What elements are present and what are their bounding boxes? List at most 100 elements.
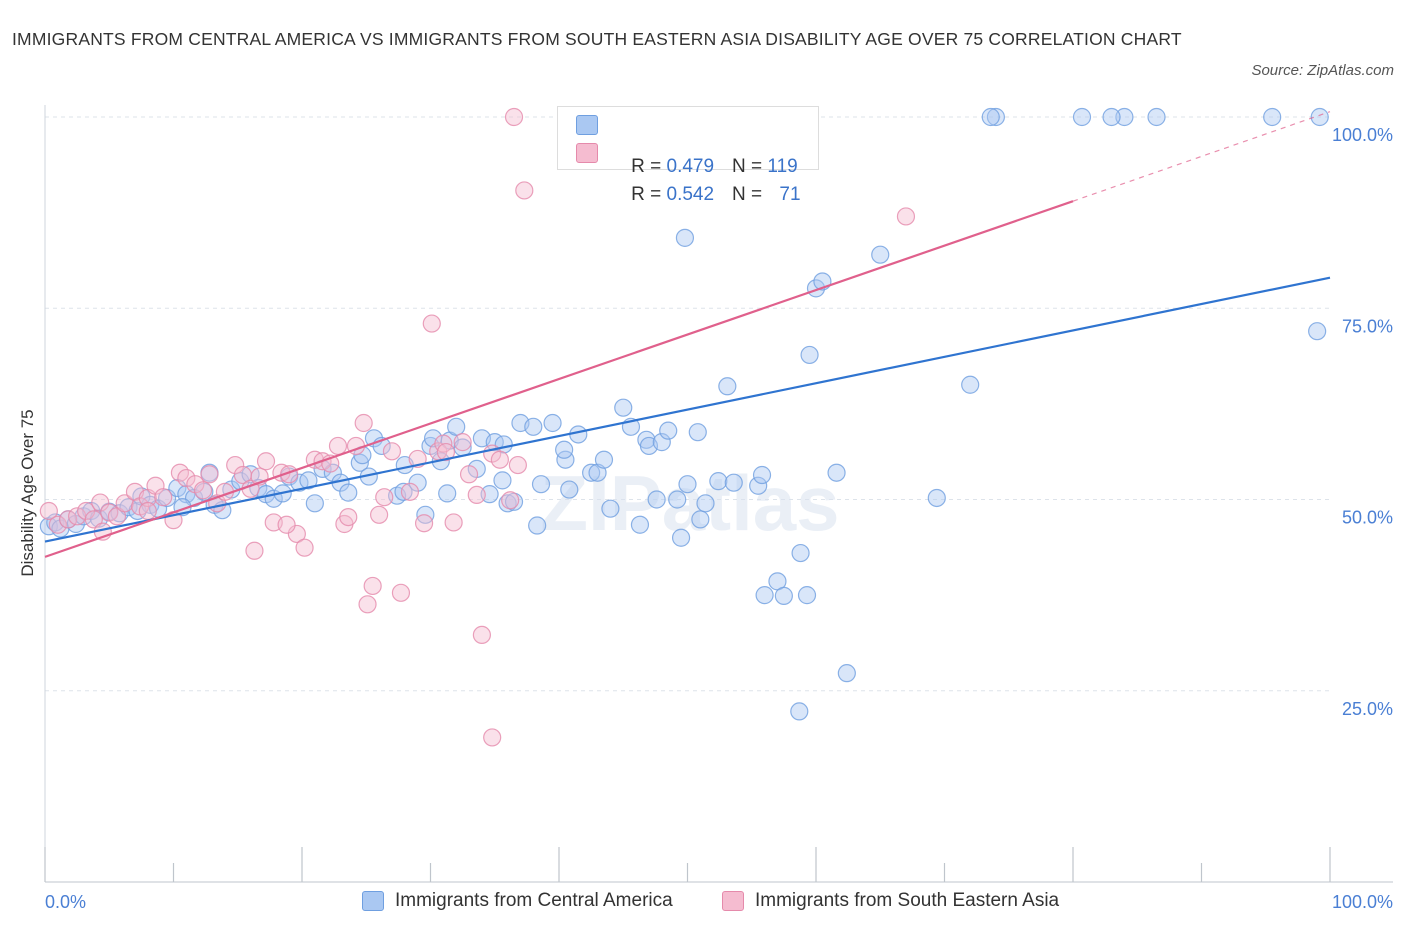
data-point bbox=[339, 507, 358, 527]
n-label: N = bbox=[732, 184, 768, 205]
data-point bbox=[508, 455, 527, 475]
data-point bbox=[528, 516, 547, 535]
data-point bbox=[724, 473, 743, 492]
data-point bbox=[543, 413, 562, 433]
source-label: Source: ZipAtlas.com bbox=[1251, 62, 1394, 79]
data-point bbox=[896, 207, 916, 226]
data-point bbox=[480, 485, 499, 504]
data-point bbox=[483, 728, 502, 747]
pink-swatch bbox=[576, 143, 598, 163]
data-point bbox=[358, 595, 377, 614]
data-point bbox=[453, 433, 472, 452]
data-point bbox=[1115, 107, 1134, 127]
data-point bbox=[827, 463, 846, 482]
data-point bbox=[39, 501, 58, 521]
data-point bbox=[671, 528, 691, 547]
data-point bbox=[444, 513, 463, 532]
y-tick-label: 25.0% bbox=[1342, 699, 1393, 719]
data-point bbox=[515, 181, 534, 200]
r-value: 0.542 bbox=[666, 184, 715, 205]
data-point bbox=[115, 494, 134, 513]
data-point bbox=[305, 494, 324, 513]
y-axis-label: Disability Age Over 75 bbox=[18, 409, 37, 576]
data-point bbox=[837, 664, 856, 683]
data-point bbox=[630, 515, 650, 534]
watermark: ZIPatlas bbox=[540, 459, 839, 547]
trend-line-pink bbox=[44, 200, 1074, 558]
data-point bbox=[295, 538, 314, 557]
data-point bbox=[718, 377, 737, 396]
data-point bbox=[709, 472, 728, 491]
data-point bbox=[339, 483, 358, 502]
data-point bbox=[531, 475, 551, 494]
data-point bbox=[652, 433, 671, 452]
data-point bbox=[981, 107, 1000, 127]
chart-title: IMMIGRANTS FROM CENTRAL AMERICA VS IMMIG… bbox=[12, 29, 1182, 49]
data-point bbox=[696, 494, 715, 513]
n-value: 119 bbox=[767, 156, 798, 177]
data-point bbox=[154, 488, 173, 507]
x-tick-label: 100.0% bbox=[1332, 892, 1393, 912]
data-point bbox=[394, 482, 413, 501]
data-point bbox=[138, 501, 157, 521]
data-point bbox=[400, 482, 420, 501]
data-point bbox=[277, 515, 296, 534]
data-point bbox=[501, 491, 520, 510]
data-point bbox=[1147, 107, 1166, 127]
data-point bbox=[791, 543, 810, 563]
data-point bbox=[1102, 107, 1121, 127]
y-tick-label: 100.0% bbox=[1332, 125, 1393, 145]
legend-label-pink: Immigrants from South Eastern Asia bbox=[755, 890, 1060, 911]
data-point bbox=[354, 413, 373, 433]
data-point bbox=[438, 484, 457, 503]
data-point bbox=[986, 107, 1006, 127]
data-point bbox=[177, 468, 196, 488]
data-point bbox=[594, 450, 614, 469]
data-point bbox=[755, 586, 774, 605]
data-point bbox=[467, 485, 486, 505]
data-point bbox=[91, 493, 110, 512]
data-point bbox=[414, 514, 434, 533]
data-point bbox=[422, 314, 441, 333]
data-point bbox=[1263, 107, 1282, 127]
data-point bbox=[48, 515, 67, 534]
trend-lines bbox=[44, 111, 1331, 558]
data-point bbox=[498, 494, 517, 513]
data-point bbox=[752, 465, 772, 485]
data-point bbox=[375, 488, 394, 507]
n-value: 71 bbox=[779, 184, 801, 205]
data-point bbox=[1310, 107, 1329, 127]
data-point bbox=[200, 465, 219, 484]
n-label: N = bbox=[732, 156, 768, 177]
data-point bbox=[363, 576, 382, 596]
tick-labels: 25.0% 50.0% 75.0% 100.0% 0.0% 100.0% bbox=[45, 125, 1393, 912]
data-point bbox=[871, 245, 890, 264]
data-point bbox=[647, 490, 666, 509]
y-tick-label: 75.0% bbox=[1342, 316, 1393, 336]
data-point bbox=[797, 586, 817, 605]
data-point bbox=[675, 228, 695, 247]
legend-swatch-pink bbox=[722, 891, 744, 911]
stats-row-pink: R = 0.542 N = 71 bbox=[576, 140, 801, 205]
data-point bbox=[504, 107, 524, 127]
data-point bbox=[370, 505, 389, 524]
data-point bbox=[569, 425, 588, 444]
data-point bbox=[436, 442, 456, 462]
data-point bbox=[1308, 322, 1327, 341]
data-point bbox=[193, 481, 213, 500]
data-point bbox=[490, 450, 509, 469]
data-point bbox=[601, 499, 620, 518]
data-point bbox=[749, 476, 768, 495]
data-point bbox=[287, 524, 306, 544]
data-point bbox=[459, 465, 479, 484]
trend-line-blue bbox=[44, 276, 1331, 543]
r-label: R = bbox=[631, 184, 667, 205]
data-point bbox=[110, 504, 129, 523]
series-legend: Immigrants from Central America Immigran… bbox=[0, 888, 1406, 918]
data-point bbox=[1072, 107, 1092, 127]
data-point bbox=[691, 510, 710, 529]
data-point bbox=[245, 541, 264, 560]
data-point bbox=[614, 398, 633, 417]
data-point bbox=[800, 345, 819, 365]
data-point bbox=[678, 475, 697, 494]
